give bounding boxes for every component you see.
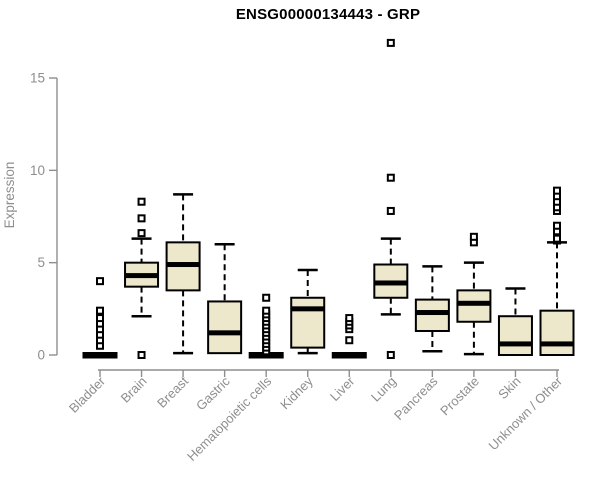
chart-title: ENSG00000134443 - GRP xyxy=(235,6,421,23)
category-label: Brain xyxy=(118,374,150,406)
outlier-point-bladder xyxy=(96,277,104,286)
outlier-point-hematopoietic-cells xyxy=(262,293,271,302)
outlier-point-brain xyxy=(137,214,146,223)
box-kidney xyxy=(290,296,326,349)
y-tick-label: 10 xyxy=(30,163,45,178)
outlier-point-liver xyxy=(345,314,354,323)
outlier-point-lung xyxy=(386,206,395,215)
outlier-point-brain xyxy=(137,197,146,206)
category-label: Pancreas xyxy=(391,373,441,423)
median-unknown-other xyxy=(540,341,574,347)
box-unknown-other xyxy=(539,309,575,356)
outlier-point-lung xyxy=(386,173,395,182)
box-collapsed-bladder xyxy=(82,352,118,359)
box-skin xyxy=(497,315,533,356)
outlier-point-prostate xyxy=(469,232,478,241)
box-collapsed-liver xyxy=(331,352,367,359)
box-prostate xyxy=(456,289,492,323)
outlier-point-lung xyxy=(386,38,395,47)
y-tick-label: 5 xyxy=(37,255,45,270)
median-lung xyxy=(374,280,408,286)
outlier-point-unknown-other xyxy=(553,221,561,230)
category-label: Kidney xyxy=(277,373,316,412)
category-label: Unknown / Other xyxy=(486,373,566,453)
category-label: Bladder xyxy=(66,373,109,416)
box-pancreas xyxy=(414,298,450,332)
outlier-point-liver xyxy=(345,336,354,345)
y-tick-label: 15 xyxy=(30,71,45,86)
box-gastric xyxy=(207,300,243,355)
outlier-point-bladder xyxy=(96,314,104,323)
category-label: Liver xyxy=(327,373,358,404)
median-skin xyxy=(498,341,532,347)
category-label: Prostate xyxy=(437,374,482,419)
median-gastric xyxy=(208,330,242,336)
category-label: Skin xyxy=(495,374,523,402)
median-brain xyxy=(125,273,159,279)
median-pancreas xyxy=(415,310,449,316)
outlier-point-unknown-other xyxy=(553,234,561,243)
y-tick-label: 0 xyxy=(37,348,45,363)
outlier-point-lung xyxy=(386,351,395,359)
median-prostate xyxy=(457,300,491,306)
outlier-point-brain xyxy=(137,351,146,359)
median-breast xyxy=(166,262,200,268)
y-axis-title: Expression xyxy=(2,162,17,229)
category-label: Gastric xyxy=(193,373,233,413)
category-label: Breast xyxy=(154,373,191,410)
outlier-point-brain xyxy=(137,229,146,238)
outlier-point-hematopoietic-cells xyxy=(262,306,271,315)
median-kidney xyxy=(291,306,325,312)
outlier-point-bladder xyxy=(96,306,104,315)
category-label: Lung xyxy=(368,374,399,405)
outlier-point-unknown-other xyxy=(553,186,561,195)
